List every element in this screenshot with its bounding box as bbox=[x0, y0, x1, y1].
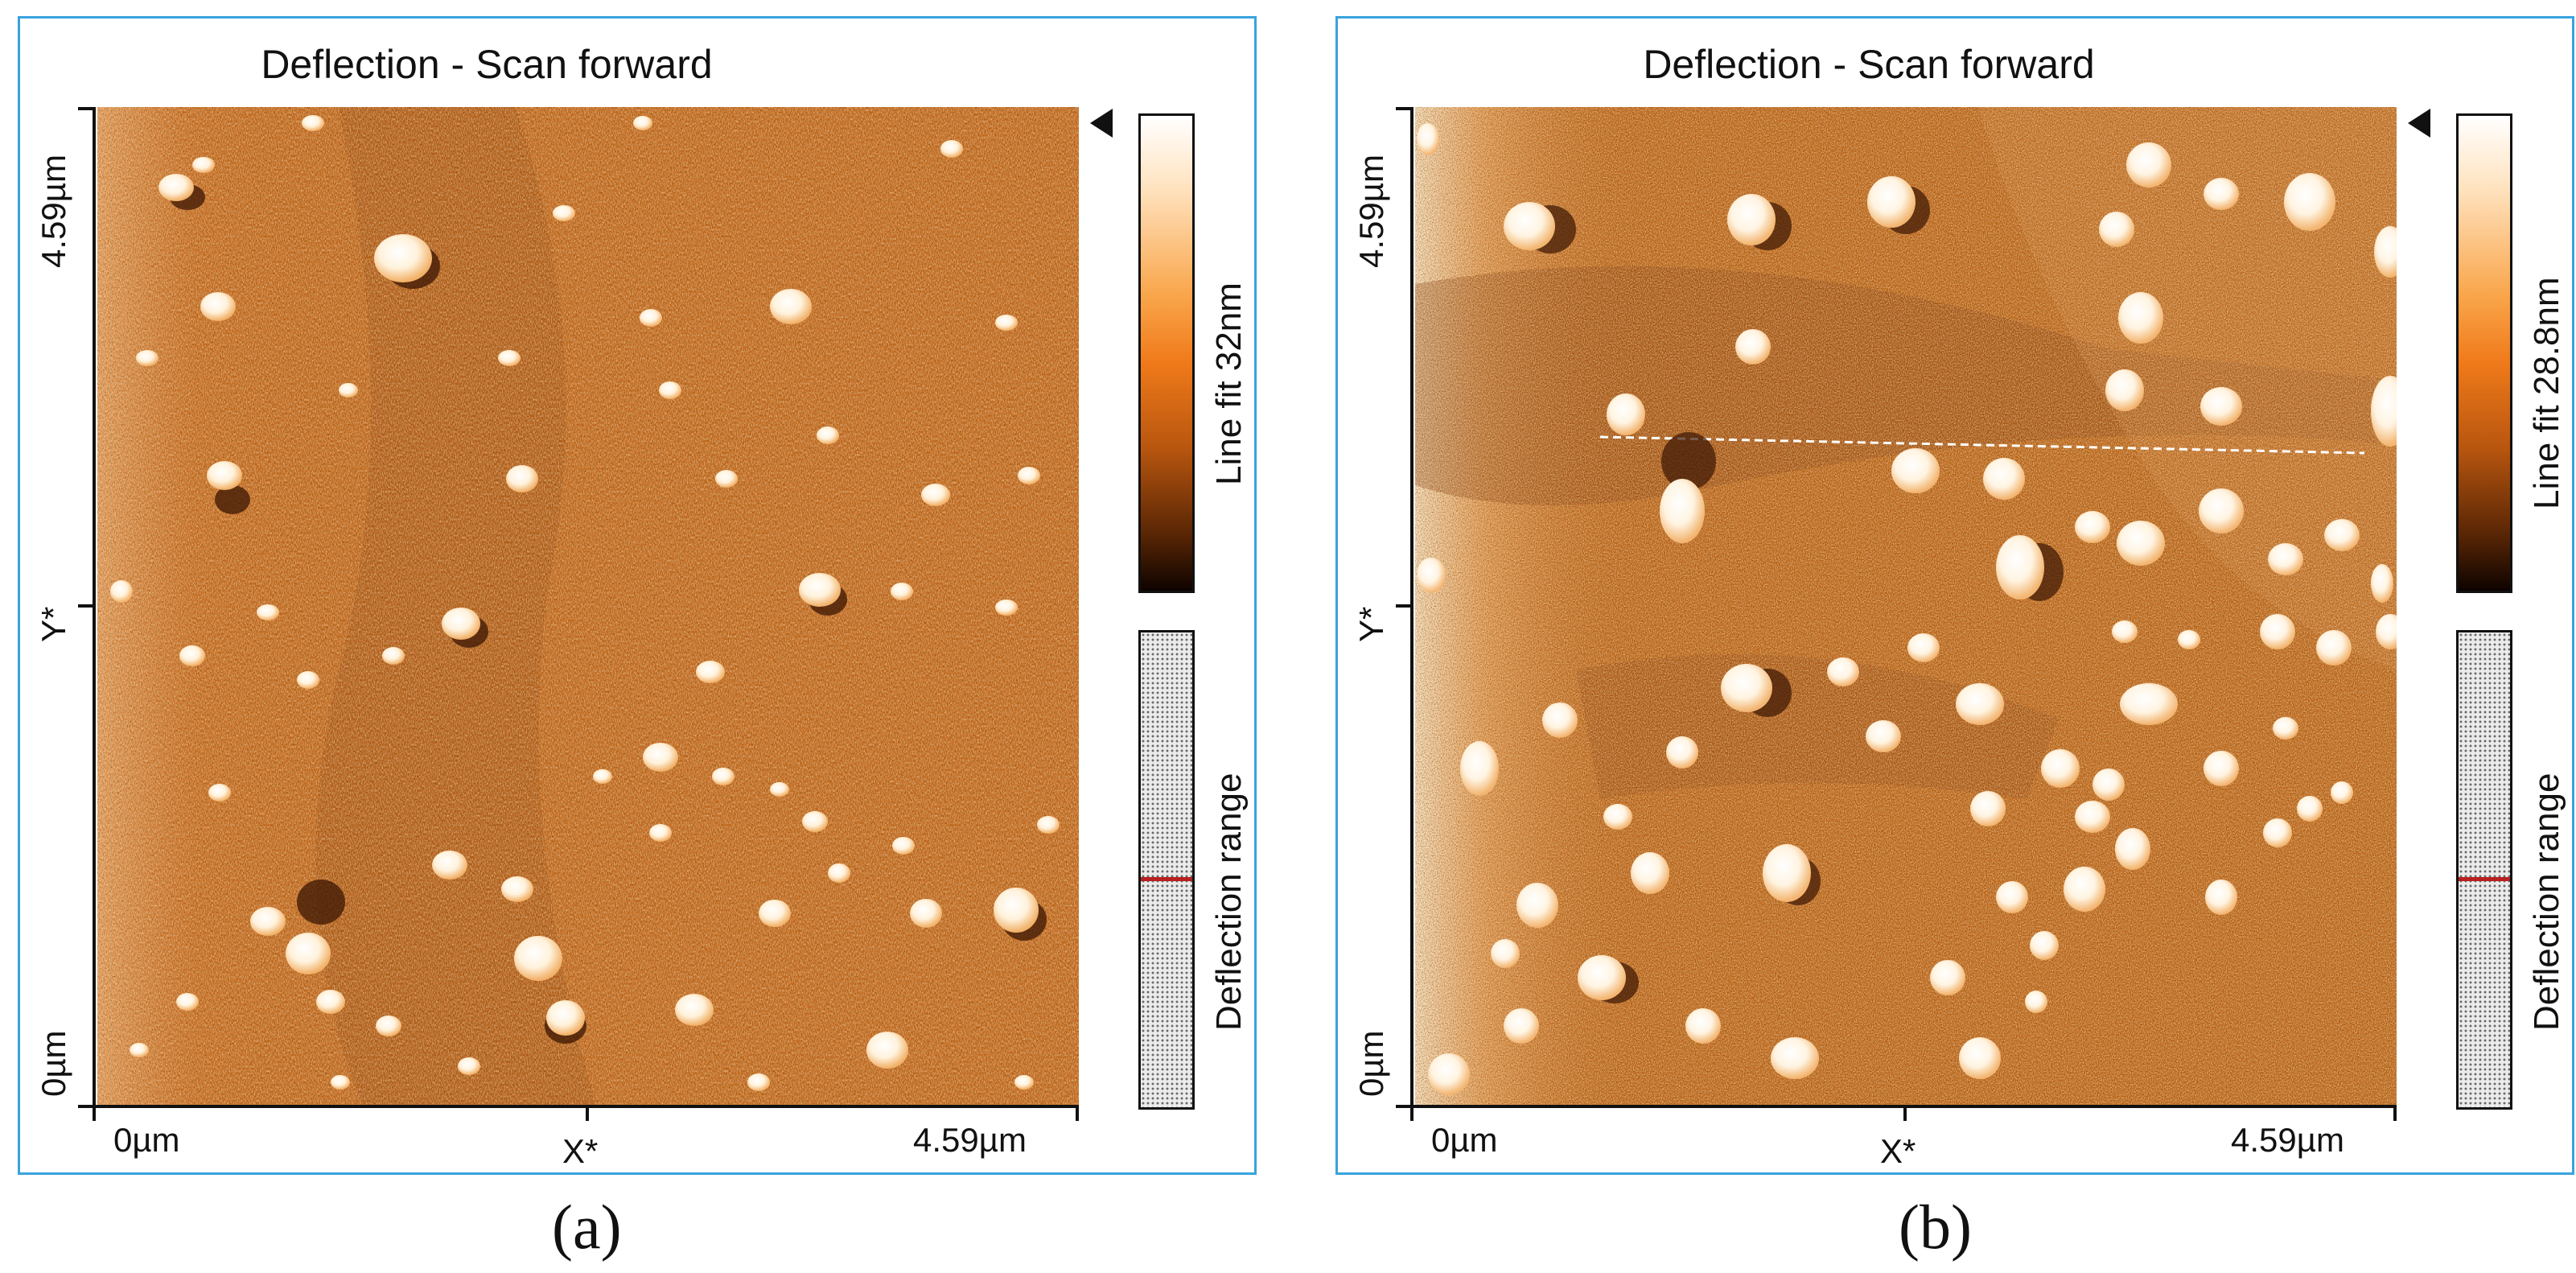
particles-a bbox=[110, 115, 1060, 1091]
height-colorbar bbox=[2456, 113, 2512, 593]
caption-b: (b) bbox=[1899, 1192, 1972, 1262]
y-tick bbox=[78, 107, 94, 110]
x-axis-min-label: 0µm bbox=[113, 1121, 180, 1159]
y-tick bbox=[78, 1105, 94, 1108]
height-colorbar bbox=[1138, 113, 1195, 593]
afm-image-b bbox=[1415, 107, 2397, 1105]
y-tick bbox=[78, 604, 94, 608]
y-tick bbox=[1396, 107, 1412, 110]
x-axis-max-label: 4.59µm bbox=[913, 1121, 1027, 1159]
y-axis-max-label: 4.59µm bbox=[1352, 154, 1390, 268]
x-axis-label: X* bbox=[1880, 1132, 1916, 1170]
y-axis-label: Y* bbox=[35, 606, 72, 642]
panel-title: Deflection - Scan forward bbox=[1643, 42, 2095, 87]
y-axis-min-label: 0µm bbox=[1352, 1030, 1390, 1097]
x-tick bbox=[1903, 1105, 1907, 1121]
afm-panel-b: Deflection - Scan forward bbox=[1335, 16, 2574, 1175]
panel-title: Deflection - Scan forward bbox=[261, 42, 713, 87]
y-tick bbox=[1396, 604, 1412, 608]
afm-panel-a: Deflection - Scan forward bbox=[18, 16, 1257, 1175]
y-axis-line bbox=[93, 107, 96, 1108]
range-label: Deflection range bbox=[2527, 772, 2566, 1031]
range-label: Deflection range bbox=[1209, 772, 1249, 1031]
particles-b bbox=[1417, 123, 2397, 1095]
y-axis-label: Y* bbox=[1352, 606, 1390, 642]
colorbar-label: Line fit 32nm bbox=[1209, 282, 1249, 485]
y-axis-max-label: 4.59µm bbox=[35, 154, 72, 268]
y-tick bbox=[1396, 1105, 1412, 1108]
x-tick bbox=[2393, 1105, 2397, 1121]
range-marker bbox=[1141, 877, 1192, 881]
afm-image-a bbox=[97, 107, 1079, 1105]
x-axis-label: X* bbox=[562, 1132, 599, 1170]
scan-position-marker bbox=[2408, 109, 2430, 138]
y-axis-min-label: 0µm bbox=[35, 1030, 72, 1097]
scan-position-marker bbox=[1090, 109, 1113, 138]
caption-a: (a) bbox=[552, 1192, 622, 1262]
deflection-range-bar bbox=[2456, 630, 2512, 1110]
deflection-range-bar bbox=[1138, 630, 1195, 1110]
x-axis-max-label: 4.59µm bbox=[2231, 1121, 2344, 1159]
y-axis-line bbox=[1410, 107, 1414, 1108]
x-tick bbox=[1410, 1105, 1414, 1121]
x-axis-min-label: 0µm bbox=[1431, 1121, 1498, 1159]
x-tick bbox=[1076, 1105, 1079, 1121]
x-tick bbox=[586, 1105, 589, 1121]
colorbar-label: Line fit 28.8nm bbox=[2527, 277, 2566, 509]
range-marker bbox=[2459, 877, 2510, 881]
x-tick bbox=[93, 1105, 96, 1121]
